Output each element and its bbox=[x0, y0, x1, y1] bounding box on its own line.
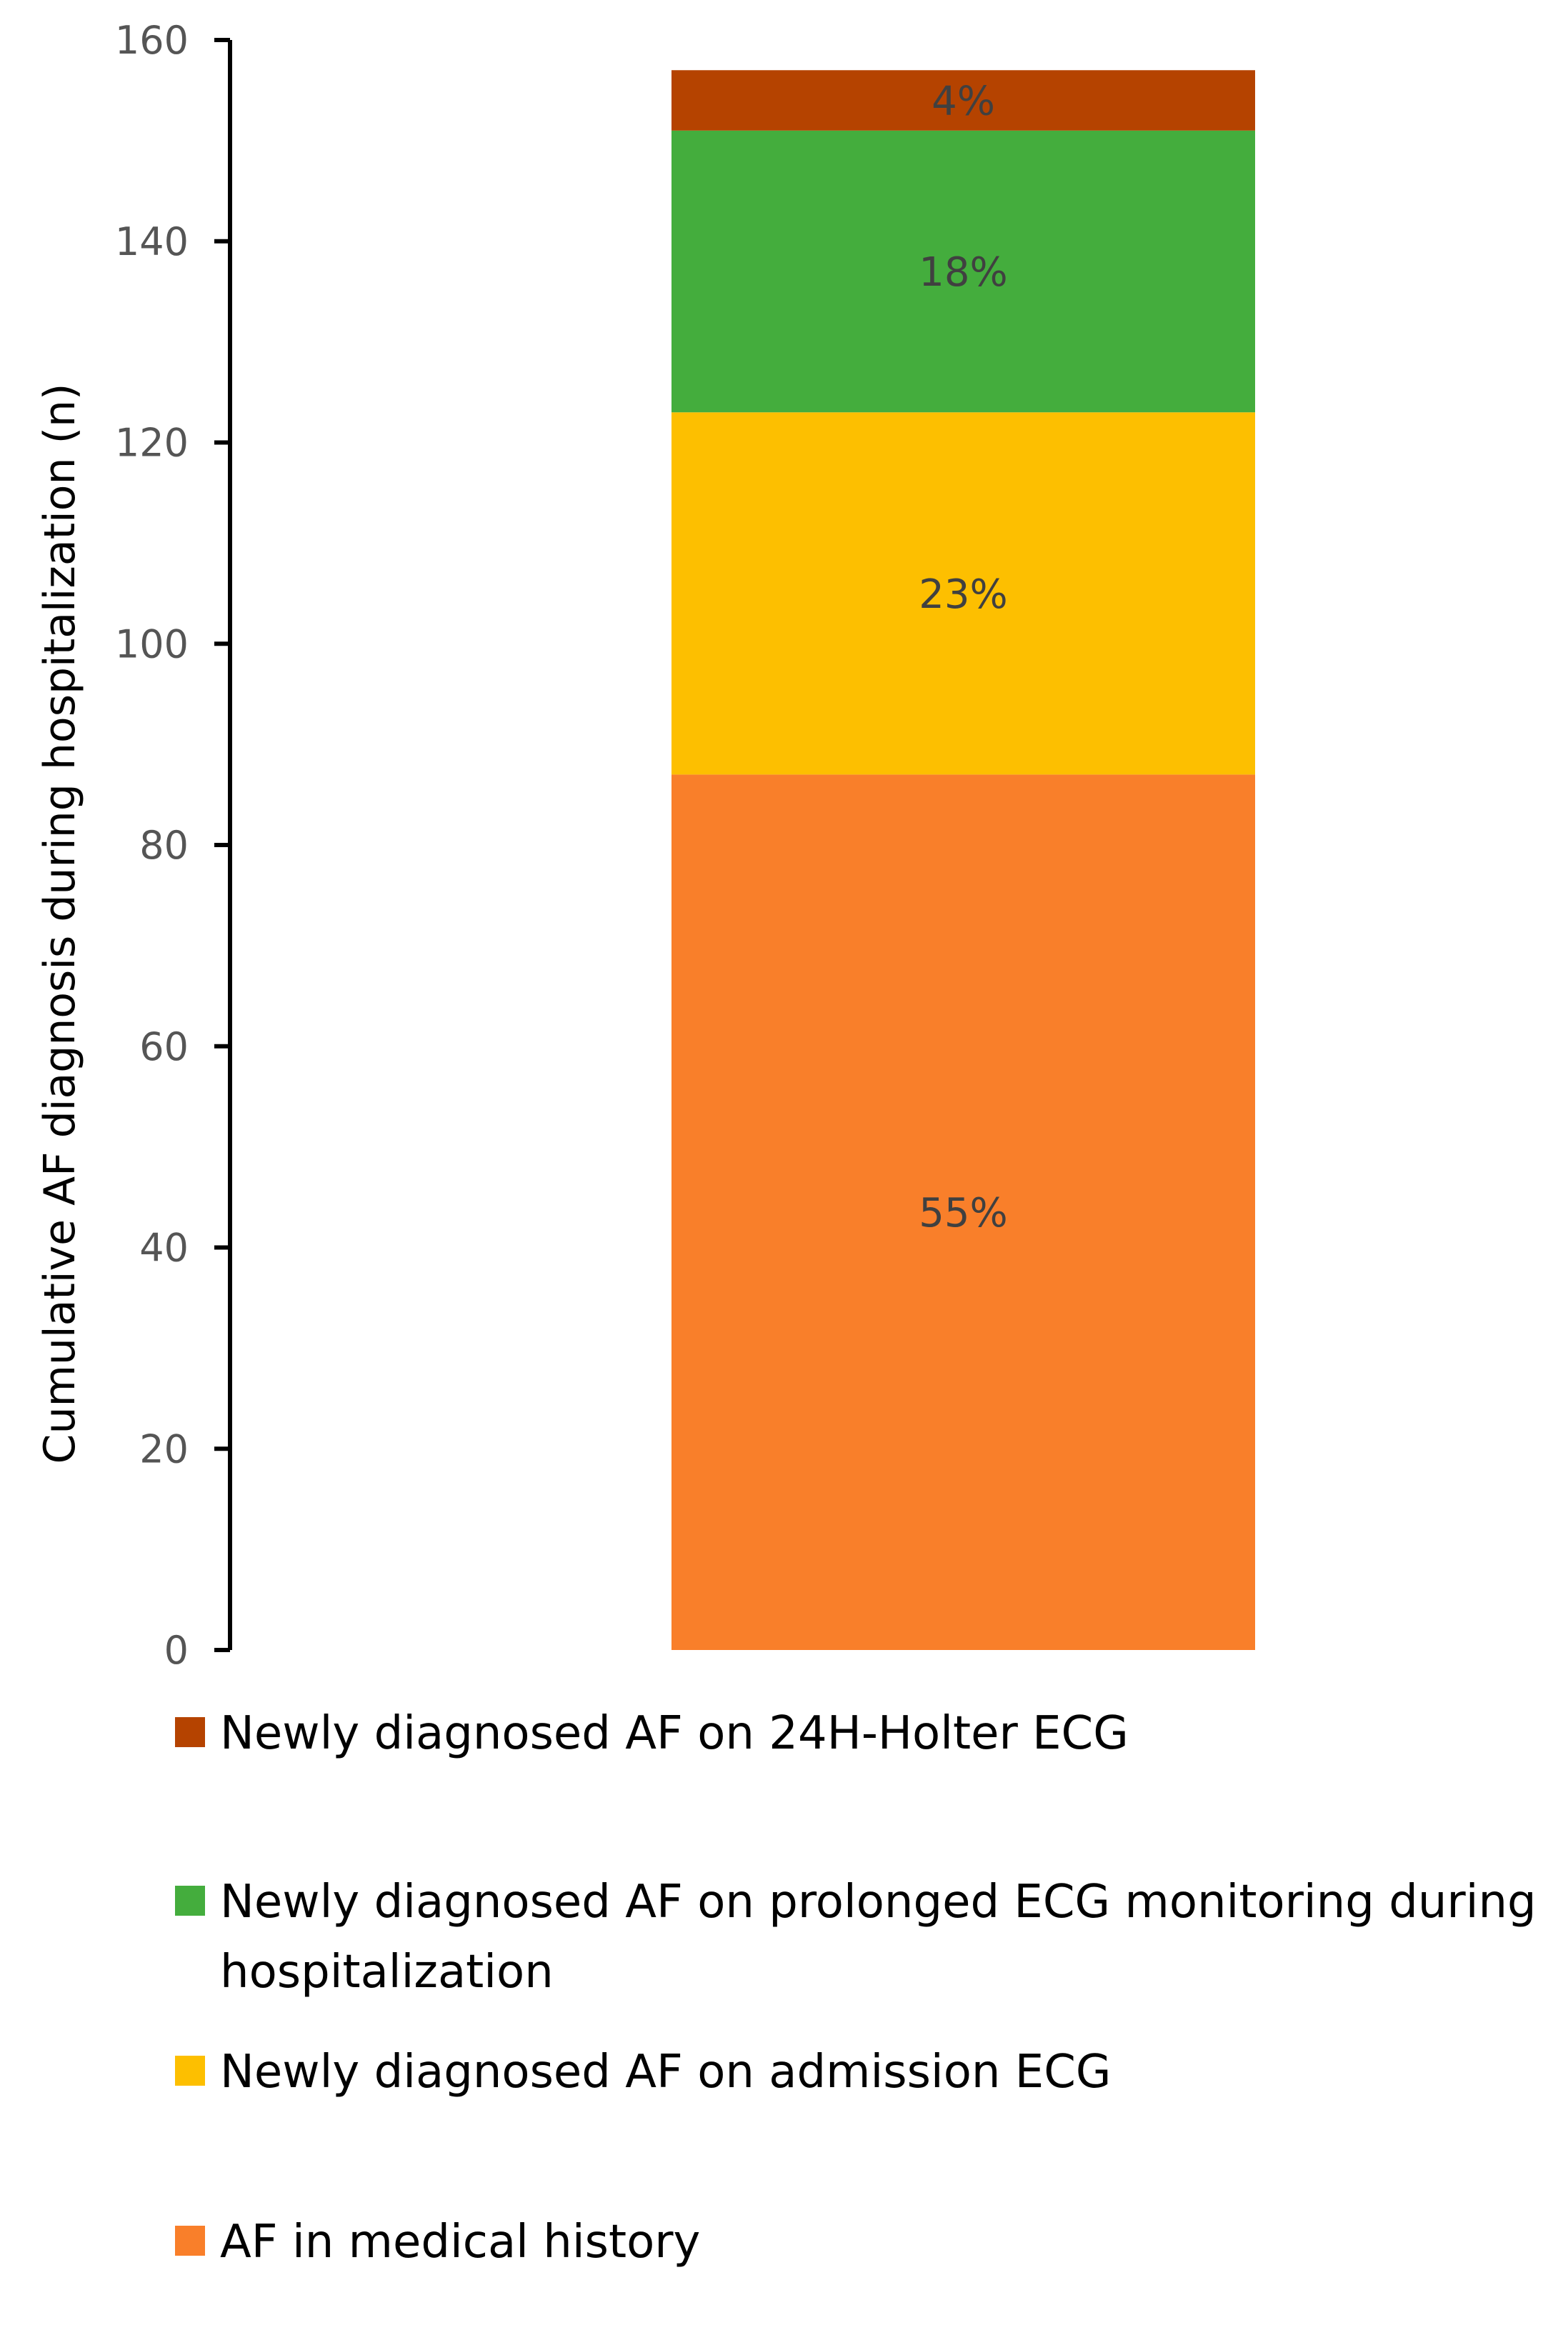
y-tick-label: 40 bbox=[139, 1226, 189, 1271]
y-tick-label: 60 bbox=[139, 1024, 189, 1069]
legend-swatch bbox=[175, 2056, 205, 2086]
segment-data-label: 55% bbox=[919, 1190, 1007, 1236]
legend: Newly diagnosed AF on 24H-Holter ECG Newl… bbox=[175, 1707, 1537, 2269]
y-tick-label: 140 bbox=[115, 219, 189, 264]
y-tick-label: 120 bbox=[115, 421, 189, 466]
legend-entry-label: AF in medical history bbox=[220, 2216, 700, 2269]
bar-stack: 55% 23% 18% 4% bbox=[671, 70, 1255, 1650]
legend-entry-label: Newly diagnosed AF on admission ECG bbox=[220, 2046, 1111, 2099]
bar-segment bbox=[671, 130, 1255, 413]
legend-swatch bbox=[175, 1886, 205, 1916]
legend-entry-label: Newly diagnosed AF on 24H-Holter ECG bbox=[220, 1707, 1129, 1760]
y-tick-label: 0 bbox=[164, 1628, 189, 1673]
y-axis: 0 20 40 60 80 100 120 140 160 Cumulative AF diagn… bbox=[35, 18, 232, 1673]
bar-segment bbox=[671, 774, 1255, 1650]
segment-data-label: 18% bbox=[919, 249, 1007, 296]
legend-swatch bbox=[175, 2226, 205, 2256]
y-tick-label: 80 bbox=[139, 823, 189, 868]
legend-swatch bbox=[175, 1717, 205, 1747]
bar-segment bbox=[671, 70, 1255, 131]
legend-entry-label: Newly diagnosed AF on prolonged ECG moni… bbox=[220, 1876, 1537, 1929]
legend-entry-label: hospitalization bbox=[220, 1946, 554, 1999]
bar-segment bbox=[671, 412, 1255, 775]
y-tick-label: 160 bbox=[115, 18, 189, 63]
y-tick-label: 20 bbox=[139, 1426, 189, 1471]
segment-data-label: 23% bbox=[919, 571, 1007, 618]
segment-data-label: 4% bbox=[932, 79, 995, 125]
y-tick-label: 100 bbox=[115, 621, 189, 666]
y-axis-title: Cumulative AF diagnosis during hospitali… bbox=[35, 384, 85, 1464]
